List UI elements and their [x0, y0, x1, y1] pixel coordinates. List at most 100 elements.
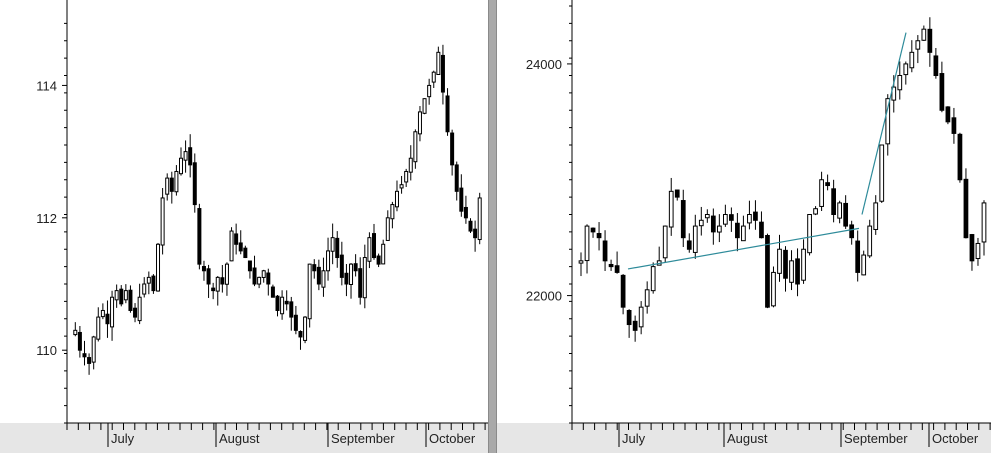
candle-body — [183, 151, 188, 161]
panel-splitter[interactable] — [488, 0, 497, 453]
candle-body — [879, 144, 885, 202]
candle-body — [197, 208, 202, 265]
candle-body — [722, 214, 728, 225]
candle-body — [837, 202, 843, 219]
candle-body — [454, 164, 459, 192]
candle-body — [686, 240, 692, 250]
candle-body — [450, 132, 455, 166]
candle-body — [939, 73, 945, 111]
candle-body — [284, 300, 289, 305]
candle-body — [945, 106, 951, 123]
candle-body — [206, 268, 211, 285]
candle-body — [146, 276, 151, 284]
candle-body — [261, 270, 266, 278]
candle-body — [662, 225, 668, 259]
candle-body — [137, 296, 142, 322]
candle-body — [909, 51, 915, 69]
candle-body — [220, 277, 225, 285]
x-tick-label: August — [219, 431, 260, 446]
candle-body — [969, 234, 975, 262]
candle-body — [128, 289, 133, 311]
candle-body — [445, 95, 450, 133]
candle-body — [353, 263, 358, 272]
candle-body — [831, 188, 836, 215]
candle-body — [590, 227, 596, 233]
candle-body — [303, 316, 308, 341]
candle-body — [674, 189, 680, 198]
candle-body — [110, 296, 115, 328]
candle-body — [243, 247, 248, 259]
candle-body — [307, 263, 312, 320]
candle-body — [783, 249, 788, 279]
candle-body — [638, 306, 644, 328]
candle-body — [178, 157, 183, 175]
candle-body — [372, 233, 377, 259]
x-tick-label: October — [932, 431, 979, 446]
candle-body — [867, 225, 873, 257]
candle-body — [873, 202, 879, 230]
trendline-rising — [627, 227, 860, 270]
candle-body — [891, 86, 897, 101]
candle-body — [951, 117, 957, 134]
candle-body — [252, 267, 257, 285]
candle-body — [735, 222, 740, 239]
candle-body — [211, 287, 216, 292]
candle-body — [440, 54, 445, 93]
x-tick-label: September — [331, 431, 395, 446]
candle-body — [293, 314, 298, 331]
candle-body — [192, 162, 197, 206]
candle-body — [463, 206, 468, 219]
candle-body — [680, 200, 686, 239]
candle-body — [358, 268, 363, 298]
candle-body — [133, 307, 138, 318]
candle-body — [650, 266, 656, 292]
candle-body — [927, 28, 933, 53]
candle-body — [777, 248, 782, 274]
candle-body — [602, 240, 608, 262]
candle-body — [114, 290, 119, 301]
candle-body — [174, 170, 179, 193]
right-candlestick-chart: 22000 24000 July August September October — [497, 0, 991, 453]
candle-body — [459, 187, 464, 212]
candle-body — [201, 266, 206, 272]
candle-body — [367, 237, 372, 262]
candle-body — [807, 214, 812, 254]
candle-body — [422, 98, 427, 114]
candle-body — [417, 111, 422, 135]
candle-body — [584, 225, 590, 262]
candle-body — [73, 329, 78, 336]
candle-body — [385, 217, 390, 241]
candle-body — [608, 263, 614, 268]
left-candlestick-chart: 110 112 114 July August September October — [0, 0, 488, 453]
candle-body — [427, 84, 432, 98]
candle-body — [100, 309, 105, 318]
candle-body — [885, 98, 891, 145]
candle-body — [238, 242, 243, 252]
candle-body — [921, 28, 927, 41]
candle-body — [119, 288, 124, 305]
candle-body — [801, 248, 806, 281]
candle-body — [142, 283, 147, 295]
candle-body — [843, 202, 849, 227]
candle-body — [692, 225, 698, 253]
candle-body — [614, 265, 620, 273]
candle-body — [473, 228, 478, 239]
candle-body — [394, 190, 399, 208]
candle-body — [312, 264, 317, 272]
y-tick-label: 114 — [36, 78, 57, 93]
candle-body — [855, 240, 861, 273]
y-tick-label: 22000 — [526, 289, 562, 304]
candle-body — [316, 266, 321, 285]
candle-body — [771, 271, 776, 307]
candle-body — [123, 290, 128, 301]
right-chart-panel: 22000 24000 July August September October — [497, 0, 991, 453]
candle-body — [349, 263, 354, 285]
candle-body — [741, 225, 746, 242]
candle-body — [321, 270, 326, 288]
candle-body — [644, 289, 650, 307]
candle-body — [753, 211, 758, 221]
candle-body — [280, 296, 285, 315]
y-tick-label: 112 — [36, 211, 57, 226]
candle-body — [188, 147, 193, 166]
candle-body — [849, 224, 855, 239]
